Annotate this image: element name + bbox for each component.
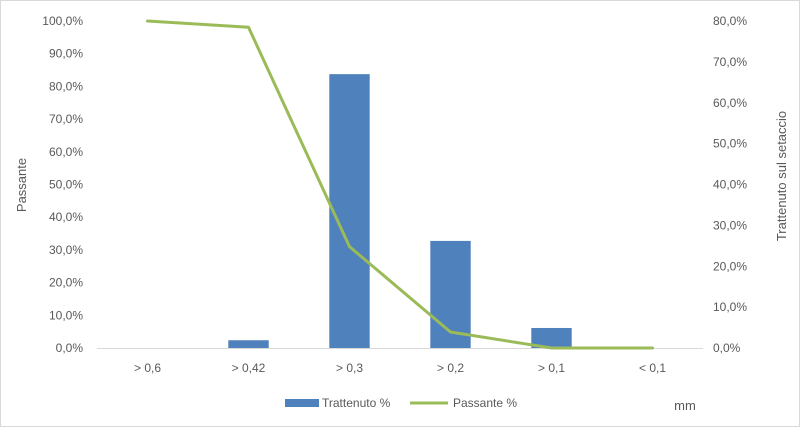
- category-labels: > 0,6 > 0,42 > 0,3 > 0,2 > 0,1 < 0,1: [134, 361, 666, 375]
- category-label: > 0,6: [134, 361, 161, 375]
- right-tick-label: 70,0%: [713, 55, 747, 69]
- left-axis-title: Passante: [14, 158, 29, 212]
- right-tick-label: 10,0%: [713, 300, 747, 314]
- legend-label-passante: Passante %: [453, 396, 517, 410]
- right-tick-label: 40,0%: [713, 178, 747, 192]
- right-tick-label: 20,0%: [713, 259, 747, 273]
- left-tick-label: 20,0%: [49, 276, 83, 290]
- category-label: > 0,3: [336, 361, 363, 375]
- category-label: < 0,1: [639, 361, 666, 375]
- left-tick-label: 30,0%: [49, 243, 83, 257]
- bar-trattenuto: [329, 74, 370, 348]
- left-tick-label: 40,0%: [49, 210, 83, 224]
- right-axis-title: Trattenuto sul setaccio: [774, 111, 789, 241]
- left-tick-label: 60,0%: [49, 145, 83, 159]
- right-tick-label: 0,0%: [713, 341, 741, 355]
- right-tick-label: 60,0%: [713, 96, 747, 110]
- bar-trattenuto: [531, 327, 572, 348]
- right-tick-label: 30,0%: [713, 218, 747, 232]
- legend-label-trattenuto: Trattenuto %: [322, 396, 391, 410]
- left-tick-label: 50,0%: [49, 178, 83, 192]
- legend: Trattenuto % Passante %: [285, 396, 517, 410]
- bars-group: [228, 74, 572, 348]
- left-tick-label: 80,0%: [49, 79, 83, 93]
- left-tick-label: 100,0%: [42, 14, 83, 28]
- left-tick-label: 0,0%: [56, 341, 84, 355]
- left-tick-label: 70,0%: [49, 112, 83, 126]
- category-label: > 0,42: [232, 361, 266, 375]
- right-axis-ticks: 0,0% 10,0% 20,0% 30,0% 40,0% 50,0% 60,0% 70,0% 8…: [713, 14, 747, 355]
- category-label: > 0,2: [437, 361, 464, 375]
- right-tick-label: 50,0%: [713, 137, 747, 151]
- x-axis-title: mm: [674, 398, 696, 413]
- left-axis-ticks: 0,0% 10,0% 20,0% 30,0% 40,0% 50,0% 60,0% 70,0% 8…: [42, 14, 83, 355]
- category-label: > 0,1: [538, 361, 565, 375]
- bar-trattenuto: [228, 340, 269, 348]
- left-tick-label: 10,0%: [49, 308, 83, 322]
- left-tick-label: 90,0%: [49, 47, 83, 61]
- right-tick-label: 80,0%: [713, 14, 747, 28]
- line-group: [146, 19, 654, 350]
- legend-swatch-trattenuto: [285, 399, 319, 407]
- line-passante: [146, 19, 654, 350]
